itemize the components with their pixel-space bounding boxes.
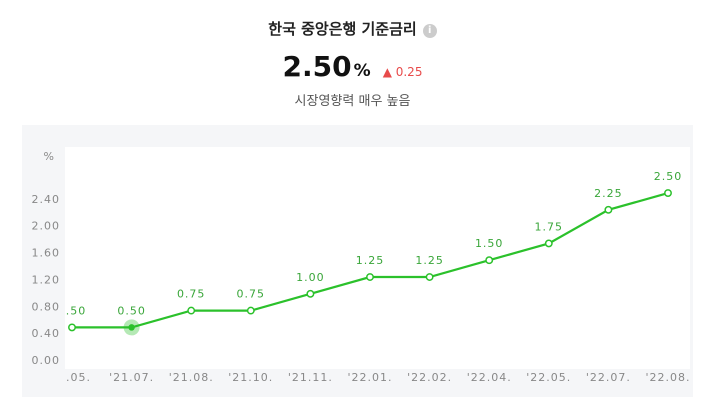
title: 한국 중앙은행 기준금리 — [268, 20, 417, 38]
status: 시장영향력 매우 높음 — [294, 94, 411, 109]
value-label: 1.75 — [535, 220, 564, 233]
y-tick-label: 1.20 — [32, 273, 61, 286]
x-tick-label: '22.08. — [645, 371, 690, 384]
point — [366, 273, 374, 281]
y-tick-label: 0.40 — [32, 327, 61, 340]
value-label: 1.00 — [296, 271, 325, 284]
value-label: 0.50 — [117, 304, 146, 317]
change: ▲ 0.25 — [382, 65, 423, 79]
x-tick-label: '22.07. — [586, 371, 631, 384]
point — [68, 323, 76, 332]
point — [604, 205, 613, 214]
x-tick-label: '21.10. — [228, 371, 273, 384]
change-value: 0.25 — [395, 65, 423, 79]
info-icon[interactable]: i — [422, 24, 437, 38]
x-tick-label: '22.01. — [347, 371, 392, 384]
y-tick-label: 1.60 — [32, 247, 61, 260]
point — [306, 289, 315, 298]
x-tick-label: .05. — [66, 371, 91, 384]
plot-layer: 0.50 0.50 0.75 0.75 1.00 1.25 1.25 1.50 1.75 2.25… — [58, 170, 683, 336]
x-tick-label: '22.05. — [526, 371, 571, 384]
value-label: 1.50 — [475, 237, 504, 250]
y-axis-label: % — [44, 150, 55, 163]
headline-value: 2.50 — [282, 50, 352, 83]
plot-area — [65, 147, 690, 369]
value-label: 2.50 — [654, 170, 683, 183]
y-tick-label: 2.40 — [32, 193, 61, 206]
value-label: 0.75 — [177, 288, 206, 301]
value-label: 0.75 — [237, 288, 266, 301]
point — [246, 306, 255, 315]
point — [544, 239, 553, 248]
value-label: 1.25 — [415, 254, 444, 267]
x-tick-label: '22.04. — [467, 371, 512, 384]
value-label: 2.25 — [594, 187, 623, 200]
x-tick-label: '22.02. — [407, 371, 452, 384]
headline-unit: % — [353, 61, 371, 81]
point — [128, 324, 135, 331]
point — [425, 273, 434, 281]
point — [485, 256, 494, 265]
x-tick-label: '21.11. — [288, 371, 333, 384]
headline: 2.50 % ▲ 0.25 — [0, 50, 705, 83]
y-tick-label: 0.00 — [32, 354, 61, 367]
x-tick-label: '21.07. — [109, 371, 154, 384]
value-label: 0.50 — [58, 304, 87, 317]
point — [664, 189, 672, 197]
value-label: 1.25 — [356, 254, 385, 267]
y-tick-label: 0.80 — [32, 300, 61, 313]
y-tick-label: 2.00 — [32, 220, 61, 233]
title-row: 한국 중앙은행 기준금리 i — [0, 18, 705, 39]
point — [187, 306, 196, 315]
x-tick-label: '21.08. — [169, 371, 214, 384]
